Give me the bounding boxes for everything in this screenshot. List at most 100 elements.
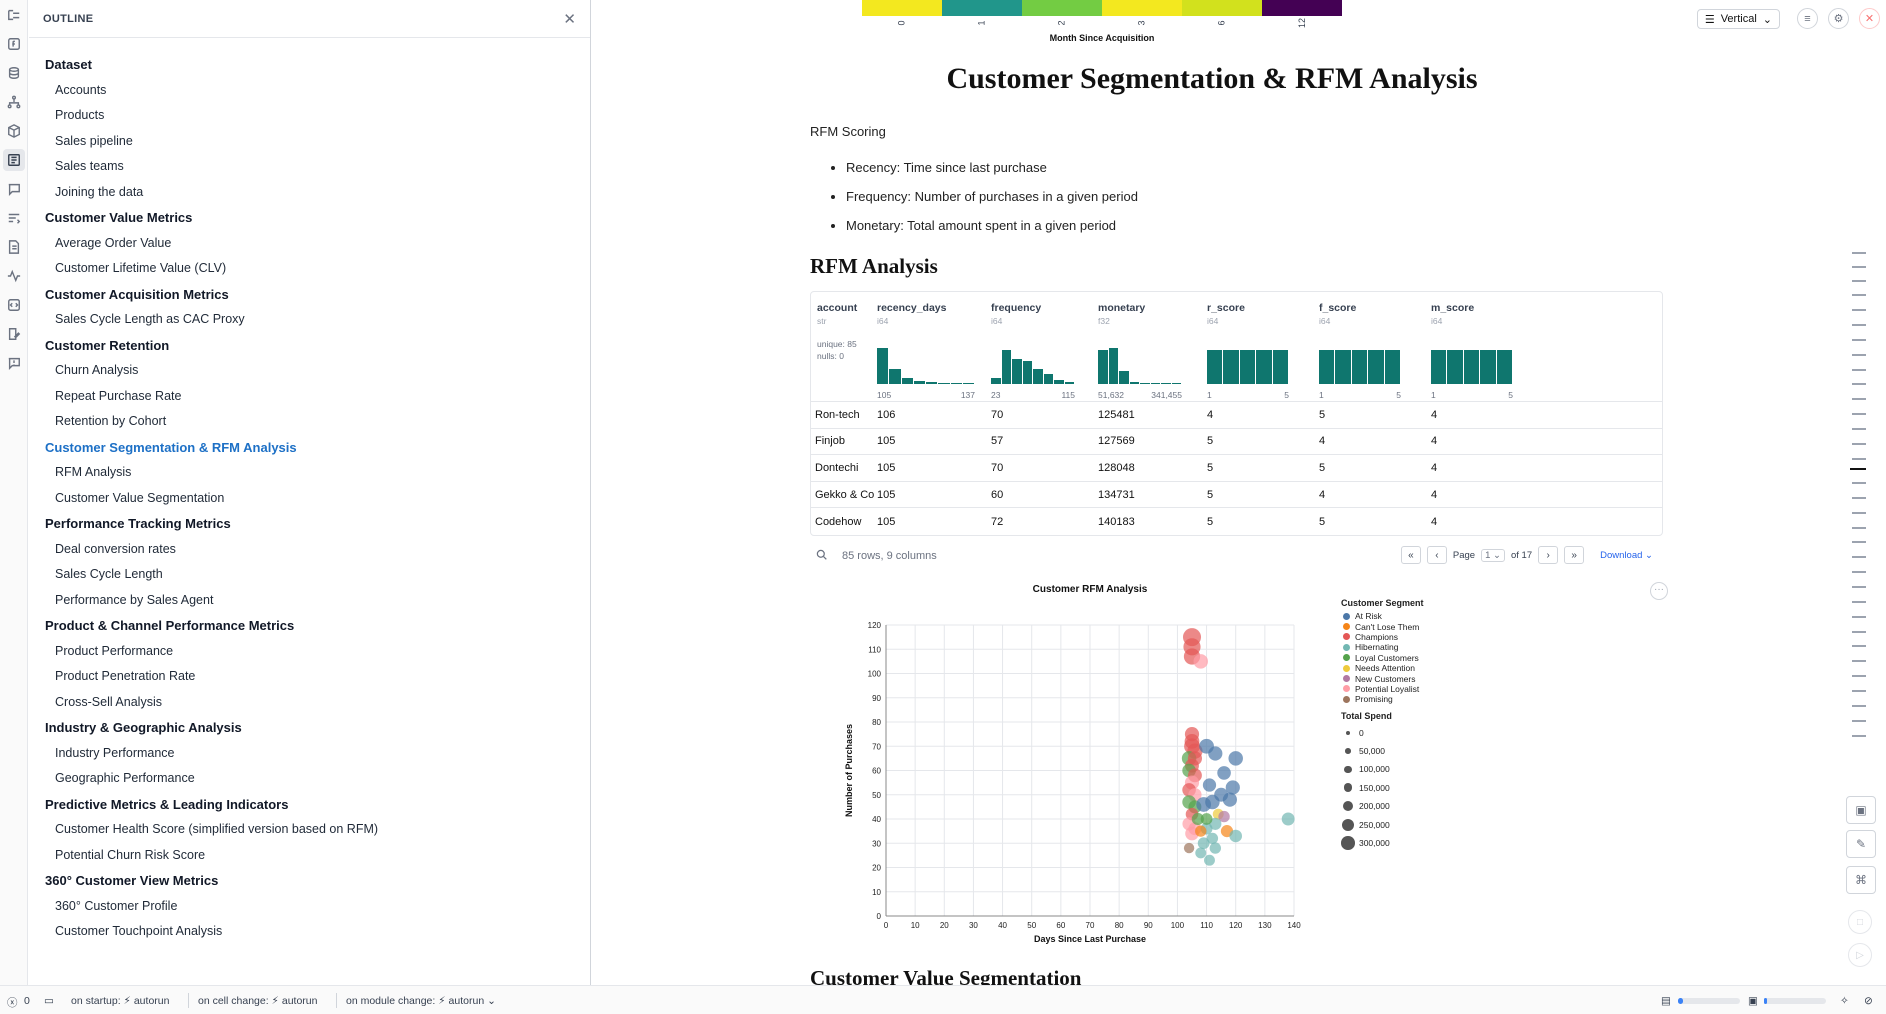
legend-item[interactable]: Promising: [1341, 694, 1461, 704]
minimap-line[interactable]: [1852, 252, 1866, 254]
minimap-line[interactable]: [1852, 735, 1866, 737]
scratchpad-icon[interactable]: [3, 323, 25, 345]
column-header[interactable]: r_score i64: [1207, 302, 1245, 326]
minimap-line[interactable]: [1852, 398, 1866, 400]
outline-subitem[interactable]: Performance by Sales Agent: [55, 592, 214, 607]
on-module-change-label[interactable]: on module change: ⚡ autorun ⌄: [346, 995, 496, 1007]
outline-heading[interactable]: Predictive Metrics & Leading Indicators: [45, 796, 289, 812]
minimap-line[interactable]: [1852, 675, 1866, 677]
legend-item[interactable]: Can't Lose Them: [1341, 621, 1461, 632]
table-row[interactable]: Gekko & Co 105 60 134731 5 4 4: [811, 482, 1662, 509]
minimap-line[interactable]: [1852, 527, 1866, 529]
outline-subitem[interactable]: Cross-Sell Analysis: [55, 694, 162, 709]
outline-subitem[interactable]: Sales teams: [55, 159, 124, 173]
minimap-line[interactable]: [1852, 556, 1866, 558]
table-row[interactable]: Dontechi 105 70 128048 5 5 4: [811, 455, 1662, 482]
minimap-line[interactable]: [1852, 586, 1866, 588]
search-icon[interactable]: [816, 549, 827, 563]
column-header[interactable]: recency_days i64: [877, 302, 946, 326]
outline-icon[interactable]: [2, 149, 25, 171]
outline-subitem[interactable]: Industry Performance: [55, 745, 175, 760]
run-icon[interactable]: ▷: [1848, 943, 1872, 967]
ai-icon[interactable]: ✧: [1840, 995, 1849, 1007]
outline-subitem[interactable]: Average Order Value: [55, 235, 172, 250]
minimap-line[interactable]: [1852, 631, 1866, 633]
outline-subitem[interactable]: Potential Churn Risk Score: [55, 847, 206, 862]
minimap-line[interactable]: [1852, 690, 1866, 692]
more-icon[interactable]: ···: [1650, 582, 1668, 600]
outline-subitem[interactable]: Churn Analysis: [55, 363, 139, 377]
outline-subitem[interactable]: Customer Health Score (simplified versio…: [55, 822, 379, 836]
legend-item[interactable]: New Customers: [1341, 673, 1461, 684]
tracing-icon[interactable]: [3, 207, 25, 229]
package-icon[interactable]: [3, 120, 25, 142]
function-icon[interactable]: [3, 33, 25, 55]
feedback-icon[interactable]: [3, 352, 25, 374]
prev-page-button[interactable]: ‹: [1426, 546, 1447, 564]
outline-subitem[interactable]: Products: [55, 108, 105, 122]
on-startup-label[interactable]: on startup: ⚡ autorun: [71, 995, 170, 1007]
minimap-line[interactable]: [1852, 571, 1866, 573]
minimap-line[interactable]: [1852, 294, 1866, 296]
minimap-line[interactable]: [1852, 413, 1866, 415]
table-row[interactable]: Finjob 105 57 127569 5 4 4: [811, 429, 1662, 456]
minimap-line[interactable]: [1852, 645, 1866, 647]
legend-item[interactable]: At Risk: [1341, 611, 1461, 621]
outline-heading[interactable]: Industry & Geographic Analysis: [45, 720, 242, 735]
minimap-line[interactable]: [1852, 339, 1866, 341]
minimap-line[interactable]: [1852, 309, 1866, 311]
activity-icon[interactable]: [3, 265, 25, 287]
menu-icon[interactable]: ≡: [1797, 8, 1818, 29]
column-header[interactable]: f_score i64: [1319, 302, 1356, 326]
last-page-button[interactable]: »: [1564, 546, 1585, 564]
legend-item[interactable]: Loyal Customers: [1341, 653, 1461, 663]
page-select[interactable]: 1 ⌄: [1481, 548, 1505, 562]
minimap-line[interactable]: [1852, 369, 1866, 371]
outline-subitem[interactable]: Geographic Performance: [55, 771, 195, 785]
outline-subitem[interactable]: Joining the data: [55, 184, 144, 199]
column-header[interactable]: account str unique: 85 nulls: 0: [817, 302, 857, 362]
minimap-line[interactable]: [1852, 541, 1866, 543]
minimap-line[interactable]: [1852, 497, 1866, 499]
download-button[interactable]: Download ⌄: [1600, 549, 1653, 561]
terminal-icon[interactable]: ▭: [44, 995, 54, 1007]
minimap-line[interactable]: [1852, 266, 1866, 268]
outline-subitem[interactable]: Customer Value Segmentation: [55, 490, 225, 505]
next-page-button[interactable]: ›: [1538, 546, 1559, 564]
outline-heading[interactable]: Customer Value Metrics: [45, 210, 193, 225]
column-header[interactable]: frequency i64: [991, 302, 1041, 326]
minimap-line[interactable]: [1850, 468, 1866, 470]
outline-heading[interactable]: 360° Customer View Metrics: [45, 873, 219, 888]
column-header[interactable]: m_score i64: [1431, 302, 1474, 326]
minimap-line[interactable]: [1852, 443, 1866, 445]
legend-item[interactable]: Needs Attention: [1341, 663, 1461, 673]
minimap-line[interactable]: [1852, 482, 1866, 484]
chat-icon[interactable]: [3, 178, 25, 200]
minimap-line[interactable]: [1852, 705, 1866, 707]
outline-subitem[interactable]: Customer Lifetime Value (CLV): [55, 261, 227, 275]
documentation-icon[interactable]: [3, 236, 25, 258]
first-page-button[interactable]: «: [1400, 546, 1421, 564]
outline-subitem[interactable]: Customer Touchpoint Analysis: [55, 924, 223, 938]
minimap-line[interactable]: [1852, 616, 1866, 618]
edit-icon[interactable]: ✎: [1846, 830, 1876, 858]
outline-heading[interactable]: Customer Retention: [45, 337, 170, 353]
minimap-line[interactable]: [1852, 720, 1866, 722]
column-header[interactable]: monetary f32: [1098, 302, 1145, 326]
outline-heading[interactable]: Customer Segmentation & RFM Analysis: [45, 439, 297, 455]
outline-subitem[interactable]: Repeat Purchase Rate: [55, 388, 182, 403]
minimap-line[interactable]: [1852, 458, 1866, 460]
dependency-graph-icon[interactable]: [3, 91, 25, 113]
close-icon[interactable]: ✕: [563, 10, 576, 28]
outline-subitem[interactable]: Sales Cycle Length as CAC Proxy: [55, 312, 245, 326]
outline-subitem[interactable]: Deal conversion rates: [55, 541, 176, 556]
outline-subitem[interactable]: Product Penetration Rate: [55, 669, 196, 683]
legend-item[interactable]: Champions: [1341, 632, 1461, 642]
outline-subitem[interactable]: Sales pipeline: [55, 133, 133, 148]
outline-subitem[interactable]: Product Performance: [55, 643, 174, 658]
outline-heading[interactable]: Product & Channel Performance Metrics: [45, 618, 295, 633]
outline-heading[interactable]: Dataset: [45, 57, 92, 72]
legend-item[interactable]: Hibernating: [1341, 642, 1461, 652]
table-row[interactable]: Ron-tech 106 70 125481 4 5 4: [811, 402, 1662, 429]
legend-item[interactable]: Potential Loyalist: [1341, 684, 1461, 694]
